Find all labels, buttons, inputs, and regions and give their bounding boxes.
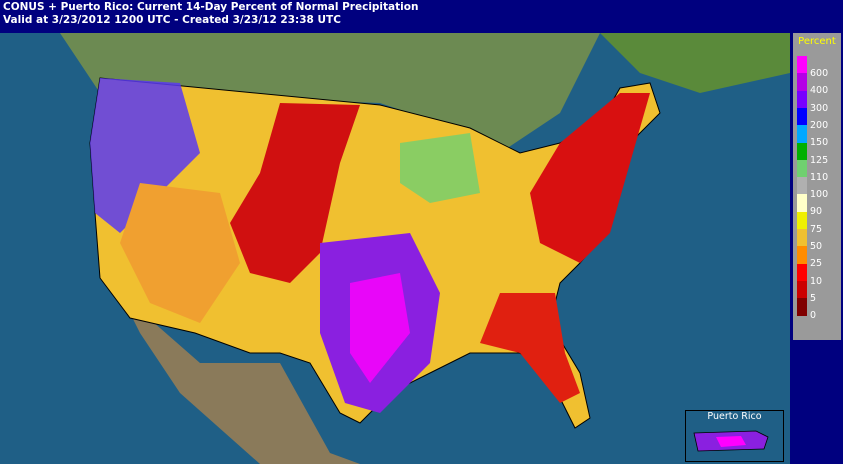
legend-swatch bbox=[797, 280, 807, 299]
map-title: CONUS + Puerto Rico: Current 14-Day Perc… bbox=[3, 1, 419, 13]
canada-land bbox=[60, 33, 600, 153]
canada-land bbox=[60, 33, 790, 93]
inset-map bbox=[693, 430, 769, 452]
legend-label: 5 bbox=[810, 292, 817, 304]
legend-swatch bbox=[797, 211, 807, 230]
legend-swatch bbox=[797, 159, 807, 178]
legend-label: 600 bbox=[810, 68, 829, 79]
legend-label: 25 bbox=[810, 258, 823, 270]
legend-label: 300 bbox=[810, 102, 829, 114]
inset-label: Puerto Rico bbox=[707, 411, 762, 422]
legend-label: 150 bbox=[810, 137, 829, 149]
precip-region bbox=[90, 78, 200, 233]
legend-swatch bbox=[797, 263, 807, 282]
legend-swatch bbox=[797, 142, 807, 161]
legend-label: 75 bbox=[810, 223, 823, 235]
legend-label: 110 bbox=[810, 171, 829, 183]
legend-swatch bbox=[797, 107, 807, 126]
legend-label: 50 bbox=[810, 241, 823, 252]
legend-swatch bbox=[797, 298, 807, 317]
map-subtitle: Valid at 3/23/2012 1200 UTC - Created 3/… bbox=[3, 14, 341, 26]
legend-label: 200 bbox=[810, 119, 829, 131]
legend-swatch bbox=[797, 56, 807, 74]
precip-region bbox=[716, 436, 746, 447]
precip-region bbox=[120, 183, 240, 323]
legend-swatch bbox=[797, 177, 807, 196]
legend-label: 400 bbox=[810, 85, 829, 97]
precip-region bbox=[480, 293, 580, 403]
precip-region bbox=[400, 133, 480, 203]
inset: Puerto Rico bbox=[685, 410, 784, 462]
legend-swatch bbox=[797, 194, 807, 213]
legend-title: Percent bbox=[798, 36, 836, 47]
legend-swatch bbox=[797, 73, 807, 92]
map bbox=[0, 33, 790, 464]
legend-label: 100 bbox=[810, 189, 829, 201]
legend-label: 0 bbox=[810, 310, 817, 322]
legend-swatch bbox=[797, 90, 807, 109]
legend-swatch bbox=[797, 246, 807, 265]
legend-label: 90 bbox=[810, 206, 823, 218]
mexico-land bbox=[120, 293, 360, 464]
precip-region bbox=[350, 273, 410, 383]
legend-swatch bbox=[797, 229, 807, 247]
legend: Percent 600 400 300 200 150 125 110 100 90 75 50 25… bbox=[793, 33, 841, 340]
legend-swatch bbox=[797, 125, 807, 144]
legend-label: 10 bbox=[810, 275, 823, 287]
precip-region bbox=[530, 93, 650, 263]
legend-label: 125 bbox=[810, 154, 829, 166]
precip-region bbox=[230, 103, 360, 283]
